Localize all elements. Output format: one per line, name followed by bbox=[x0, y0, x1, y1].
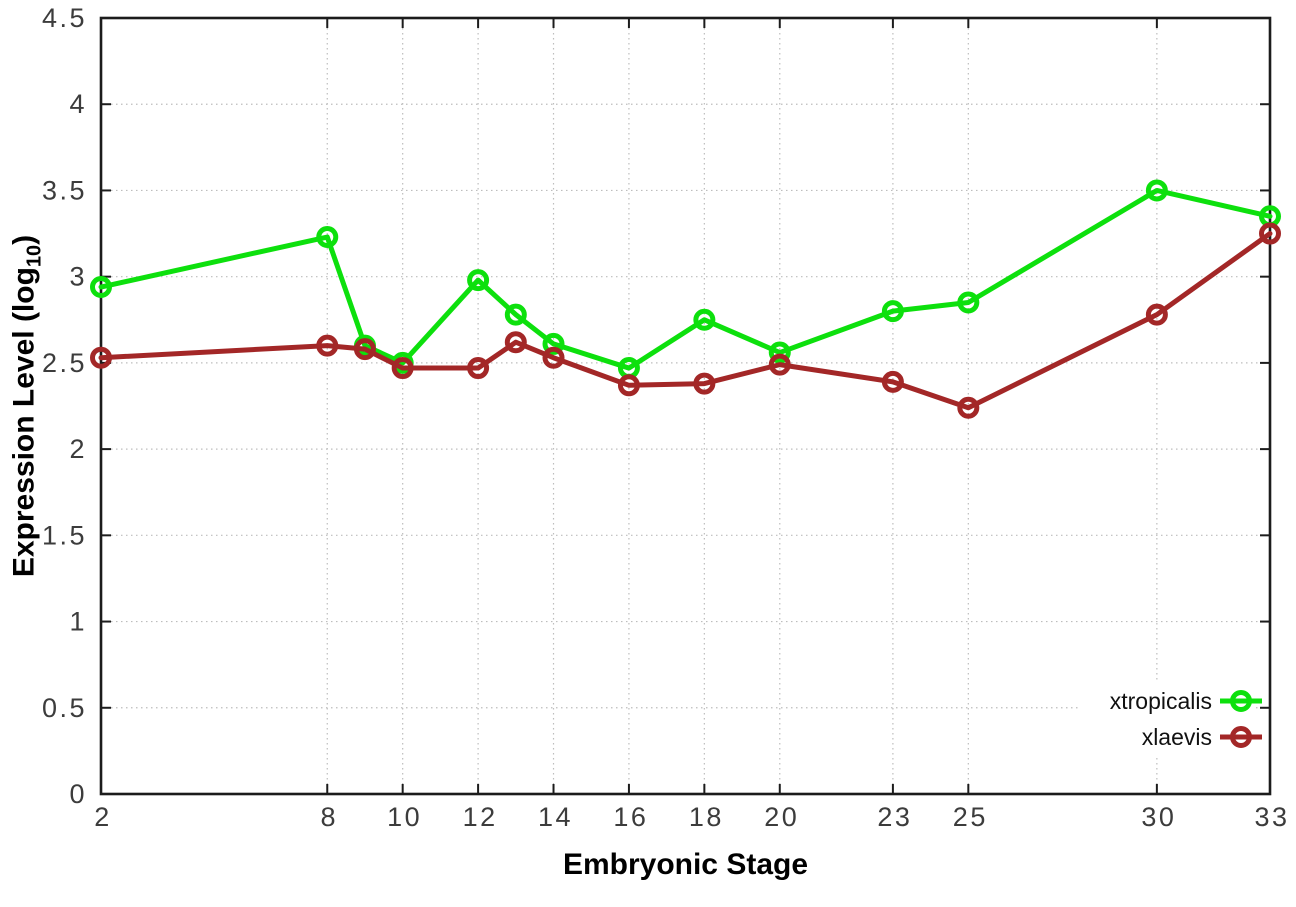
legend-label: xtropicalis bbox=[1110, 688, 1212, 714]
y-axis-title-close: ) bbox=[7, 234, 41, 245]
x-tick-label: 12 bbox=[463, 802, 498, 832]
series-layer bbox=[90, 179, 1281, 419]
x-tick-label: 20 bbox=[764, 802, 799, 832]
legend-item-xlaevis: xlaevis bbox=[1142, 724, 1262, 750]
y-tick-label: 2.5 bbox=[42, 348, 87, 378]
x-tick-label: 8 bbox=[320, 802, 338, 832]
x-axis-title: Embryonic Stage bbox=[562, 848, 809, 881]
tick-label-layer: 0 0.5 1 1.5 2 2.5 3 3.5 4 4.5 2 8 10 12 14 16 18 20 23 25 30… bbox=[42, 3, 1289, 832]
data-point-marker bbox=[316, 226, 339, 249]
data-point-marker bbox=[957, 396, 980, 419]
data-point-marker bbox=[316, 334, 339, 357]
grid-layer bbox=[101, 18, 1270, 794]
legend-layer: xtropicalis xlaevis bbox=[1078, 680, 1262, 757]
y-tick-label: 2 bbox=[69, 434, 87, 464]
y-tick-label: 3 bbox=[69, 262, 87, 292]
legend-marker-icon bbox=[1230, 726, 1252, 748]
x-tick-label: 25 bbox=[953, 802, 988, 832]
x-tick-label: 10 bbox=[387, 802, 422, 832]
series-line-xtropicalis bbox=[98, 187, 1273, 371]
series-markers-xtropicalis bbox=[90, 179, 1281, 380]
data-point-marker bbox=[504, 303, 527, 326]
x-tick-label: 23 bbox=[877, 802, 912, 832]
data-point-marker bbox=[542, 346, 565, 369]
legend-background bbox=[1078, 680, 1256, 757]
x-tick-label: 16 bbox=[613, 802, 648, 832]
y-axis-title-subscript: 10 bbox=[23, 244, 46, 268]
y-tick-label: 4.5 bbox=[42, 3, 87, 33]
data-point-marker bbox=[693, 372, 716, 395]
y-axis-title: Expression Level (log10) bbox=[8, 235, 47, 577]
data-point-marker bbox=[90, 346, 112, 369]
data-point-marker bbox=[1145, 303, 1168, 326]
y-tick-label: 4 bbox=[69, 89, 87, 119]
legend-item-xtropicalis: xtropicalis bbox=[1110, 688, 1262, 714]
x-tick-label: 30 bbox=[1141, 802, 1176, 832]
data-point-marker bbox=[768, 353, 791, 376]
y-tick-label: 1 bbox=[69, 607, 87, 637]
series-line-xlaevis bbox=[98, 231, 1273, 411]
axis-layer bbox=[99, 16, 1272, 796]
x-tick-label: 33 bbox=[1254, 802, 1289, 832]
data-point-marker bbox=[1145, 179, 1168, 202]
series-markers-xlaevis bbox=[90, 222, 1281, 419]
data-point-marker bbox=[504, 331, 527, 354]
data-point-marker bbox=[467, 269, 490, 292]
data-point-marker bbox=[1259, 222, 1281, 245]
legend-marker-icon bbox=[1230, 690, 1252, 712]
x-tick-label: 14 bbox=[538, 802, 573, 832]
data-point-marker bbox=[353, 338, 376, 361]
data-point-marker bbox=[881, 370, 904, 393]
data-point-marker bbox=[90, 276, 112, 299]
data-point-marker bbox=[881, 300, 904, 323]
data-point-marker bbox=[467, 357, 490, 380]
y-tick-label: 0.5 bbox=[42, 693, 87, 723]
data-point-marker bbox=[391, 357, 414, 380]
x-tick-label: 2 bbox=[94, 802, 112, 832]
legend-label: xlaevis bbox=[1142, 724, 1212, 750]
data-point-marker bbox=[542, 332, 565, 355]
y-axis-title-text: Expression Level (log bbox=[7, 267, 41, 578]
plot-border bbox=[99, 16, 1272, 796]
y-tick-label: 3.5 bbox=[42, 175, 87, 205]
y-tick-label: 0 bbox=[69, 779, 87, 809]
data-point-marker bbox=[617, 374, 640, 397]
data-point-marker bbox=[768, 341, 791, 364]
y-tick-label: 1.5 bbox=[42, 520, 87, 550]
data-point-marker bbox=[693, 308, 716, 331]
x-tick-label: 18 bbox=[689, 802, 724, 832]
data-point-marker bbox=[957, 291, 980, 314]
